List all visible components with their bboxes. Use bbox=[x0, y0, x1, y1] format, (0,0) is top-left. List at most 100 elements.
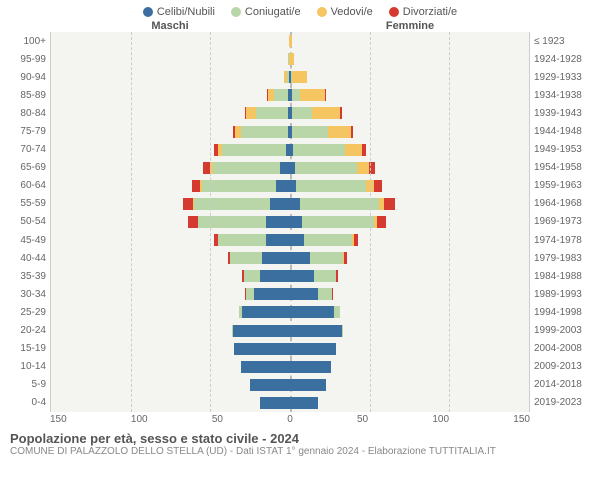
legend-swatch bbox=[143, 7, 153, 17]
bar-segment bbox=[274, 89, 288, 101]
bar-segment bbox=[241, 361, 290, 373]
chart-title: Popolazione per età, sesso e stato civil… bbox=[10, 431, 590, 446]
bar-male bbox=[51, 162, 290, 174]
bar-male bbox=[51, 53, 290, 65]
pyramid-row bbox=[51, 287, 529, 301]
x-tick: 100 bbox=[131, 414, 148, 425]
bar-segment bbox=[354, 234, 359, 246]
pyramid-row bbox=[51, 125, 529, 139]
legend-label: Celibi/Nubili bbox=[157, 6, 215, 18]
age-label: 55-59 bbox=[20, 198, 46, 209]
bar-segment bbox=[374, 180, 382, 192]
bar-segment bbox=[254, 288, 290, 300]
legend-item: Vedovi/e bbox=[317, 6, 373, 18]
x-tick: 100 bbox=[432, 414, 449, 425]
bar-male bbox=[51, 234, 290, 246]
bar-female bbox=[290, 162, 529, 174]
age-label: 70-74 bbox=[20, 144, 46, 155]
pyramid-row bbox=[51, 233, 529, 247]
birth-label: 1989-1993 bbox=[534, 289, 582, 300]
bar-segment bbox=[290, 361, 331, 373]
bar-segment bbox=[246, 288, 254, 300]
bar-female bbox=[290, 361, 529, 373]
x-tick: 50 bbox=[212, 414, 223, 425]
bar-segment bbox=[233, 325, 290, 337]
bar-female bbox=[290, 288, 529, 300]
bar-segment bbox=[244, 270, 260, 282]
bar-segment bbox=[292, 107, 312, 119]
age-label: 75-79 bbox=[20, 126, 46, 137]
birth-label: ≤ 1923 bbox=[534, 36, 565, 47]
age-label: 80-84 bbox=[20, 108, 46, 119]
header-female: Femmine bbox=[290, 20, 530, 32]
age-label: 10-14 bbox=[20, 361, 46, 372]
legend-item: Coniugati/e bbox=[231, 6, 301, 18]
chart-subtitle: COMUNE DI PALAZZOLO DELLO STELLA (UD) - … bbox=[10, 446, 590, 457]
bar-segment bbox=[384, 198, 395, 210]
bar-segment bbox=[188, 216, 198, 228]
bar-female bbox=[290, 35, 529, 47]
birth-label: 1994-1998 bbox=[534, 307, 582, 318]
bar-segment bbox=[290, 198, 300, 210]
birth-label: 1959-1963 bbox=[534, 180, 582, 191]
x-tick: 150 bbox=[513, 414, 530, 425]
age-label: 90-94 bbox=[20, 72, 46, 83]
bar-segment bbox=[344, 252, 347, 264]
bar-male bbox=[51, 107, 290, 119]
bar-segment bbox=[202, 180, 275, 192]
bar-segment bbox=[270, 198, 290, 210]
bar-segment bbox=[292, 71, 306, 83]
bar-segment bbox=[242, 306, 290, 318]
bar-segment bbox=[293, 144, 345, 156]
bar-segment bbox=[292, 89, 300, 101]
gridline bbox=[370, 32, 371, 412]
birth-label: 1954-1958 bbox=[534, 162, 582, 173]
bar-segment bbox=[230, 252, 262, 264]
pyramid-row bbox=[51, 179, 529, 193]
pyramid-row bbox=[51, 269, 529, 283]
bar-segment bbox=[345, 144, 363, 156]
bar-segment bbox=[310, 252, 343, 264]
age-label: 50-54 bbox=[20, 216, 46, 227]
bar-male bbox=[51, 361, 290, 373]
bar-segment bbox=[262, 252, 290, 264]
bar-female bbox=[290, 379, 529, 391]
bar-female bbox=[290, 234, 529, 246]
plot bbox=[50, 32, 530, 412]
pyramid-row bbox=[51, 396, 529, 410]
bar-segment bbox=[314, 270, 336, 282]
age-label: 95-99 bbox=[20, 54, 46, 65]
bar-rows bbox=[51, 32, 529, 412]
legend-swatch bbox=[317, 7, 327, 17]
bar-segment bbox=[213, 162, 281, 174]
bar-segment bbox=[304, 234, 352, 246]
birth-label: 1934-1938 bbox=[534, 90, 582, 101]
bar-male bbox=[51, 252, 290, 264]
x-tick: 50 bbox=[357, 414, 368, 425]
bar-segment bbox=[332, 288, 333, 300]
chart-area: Fasce di età 100+95-9990-9485-8980-8475-… bbox=[0, 32, 600, 412]
age-label: 65-69 bbox=[20, 162, 46, 173]
birth-label: 2009-2013 bbox=[534, 361, 582, 372]
legend-swatch bbox=[231, 7, 241, 17]
bar-segment bbox=[336, 270, 338, 282]
birth-label: 1974-1978 bbox=[534, 235, 582, 246]
bar-segment bbox=[290, 216, 302, 228]
bar-female bbox=[290, 270, 529, 282]
birth-label: 1924-1928 bbox=[534, 54, 582, 65]
bar-segment bbox=[292, 126, 328, 138]
bar-segment bbox=[183, 198, 193, 210]
x-tick: 150 bbox=[50, 414, 67, 425]
bar-male bbox=[51, 397, 290, 409]
bar-segment bbox=[290, 288, 318, 300]
age-label: 35-39 bbox=[20, 271, 46, 282]
bar-segment bbox=[377, 216, 387, 228]
bar-segment bbox=[296, 180, 366, 192]
bar-segment bbox=[290, 270, 314, 282]
bar-male bbox=[51, 270, 290, 282]
bar-segment bbox=[300, 89, 325, 101]
bar-segment bbox=[276, 180, 290, 192]
bar-segment bbox=[290, 397, 318, 409]
bar-female bbox=[290, 107, 529, 119]
bar-segment bbox=[234, 343, 290, 355]
